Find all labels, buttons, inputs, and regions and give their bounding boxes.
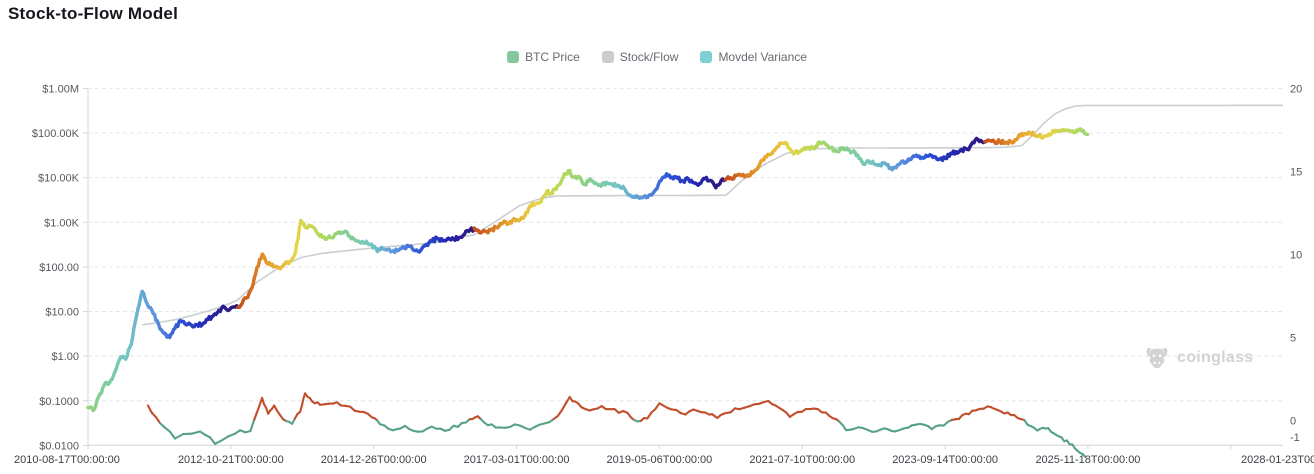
- legend-item-stock-flow[interactable]: Stock/Flow: [601, 50, 679, 64]
- x-axis-tick-label: 2023-09-14T00:00:00: [892, 454, 998, 466]
- y-axis-right-tick-label: -1: [1290, 432, 1300, 444]
- y-axis-right-tick-label: 15: [1290, 166, 1302, 178]
- x-axis-tick-label: 2021-07-10T00:00:00: [749, 454, 855, 466]
- legend-label-stock-flow: Stock/Flow: [619, 50, 679, 64]
- y-axis-left-tick-label: $1.00M: [42, 83, 79, 95]
- y-axis-left-tick-label: $10.00K: [38, 173, 80, 185]
- x-axis-tick-label: 2017-03-01T00:00:00: [464, 454, 570, 466]
- stockflow-line: [142, 104, 1283, 326]
- page-title: Stock-to-Flow Model: [8, 4, 179, 23]
- y-axis-left-tick-label: $100.00: [39, 262, 79, 274]
- chart-legend: BTC Price Stock/Flow Movdel Variance: [0, 50, 1314, 64]
- x-axis-tick-label: 2012-10-21T00:00:00: [178, 454, 284, 466]
- y-axis-right-tick-label: 20: [1290, 83, 1302, 95]
- y-axis-left-tick-label: $1.00: [51, 351, 79, 363]
- stockflow-series[interactable]: [142, 104, 1283, 326]
- y-axis-left-tick-label: $100.00K: [32, 128, 80, 140]
- legend-swatch-movdel-variance: [700, 51, 713, 63]
- y-axis-left-tick-label: $0.0100: [39, 440, 79, 452]
- y-axis-right-tick-label: 5: [1290, 332, 1296, 344]
- y-axis-left-labels: $1.00M $100.00K $10.00K $1.00K $100.00 $10.00…: [32, 83, 80, 452]
- x-axis-tick-label: 2025-11-18T00:00:00: [1035, 454, 1140, 466]
- variance-series[interactable]: [146, 392, 1086, 458]
- legend-item-movdel-variance[interactable]: Movdel Variance: [700, 50, 807, 64]
- y-axis-right-tick-label: 10: [1290, 249, 1302, 261]
- x-axis-labels: 2010-08-17T00:00:00 2012-10-21T00:00:00 20…: [14, 454, 1314, 466]
- legend-label-btc-price: BTC Price: [525, 50, 580, 64]
- x-axis-tick-label: 2028-01-23T00:00:00: [1241, 454, 1314, 466]
- axis-lines: [83, 87, 1283, 450]
- y-axis-left-tick-label: $1.00K: [44, 217, 80, 229]
- legend-swatch-btc-price: [507, 51, 520, 63]
- btc-price-series[interactable]: [86, 127, 1090, 413]
- legend-item-btc-price[interactable]: BTC Price: [507, 50, 580, 64]
- x-axis-tick-label: 2019-05-06T00:00:00: [606, 454, 712, 466]
- y-axis-left-tick-label: $10.00: [45, 307, 79, 319]
- legend-swatch-stock-flow: [601, 51, 614, 63]
- legend-label-movdel-variance: Movdel Variance: [718, 50, 807, 64]
- y-axis-left-tick-label: $0.1000: [39, 396, 79, 408]
- y-axis-right-tick-label: 0: [1290, 415, 1296, 427]
- y-axis-right-labels: 20 15 10 5 0 -1: [1290, 83, 1302, 444]
- grid-lines: [88, 87, 1283, 446]
- x-axis-tick-label: 2014-12-26T00:00:00: [321, 454, 427, 466]
- x-axis-tick-label: 2010-08-17T00:00:00: [14, 454, 120, 466]
